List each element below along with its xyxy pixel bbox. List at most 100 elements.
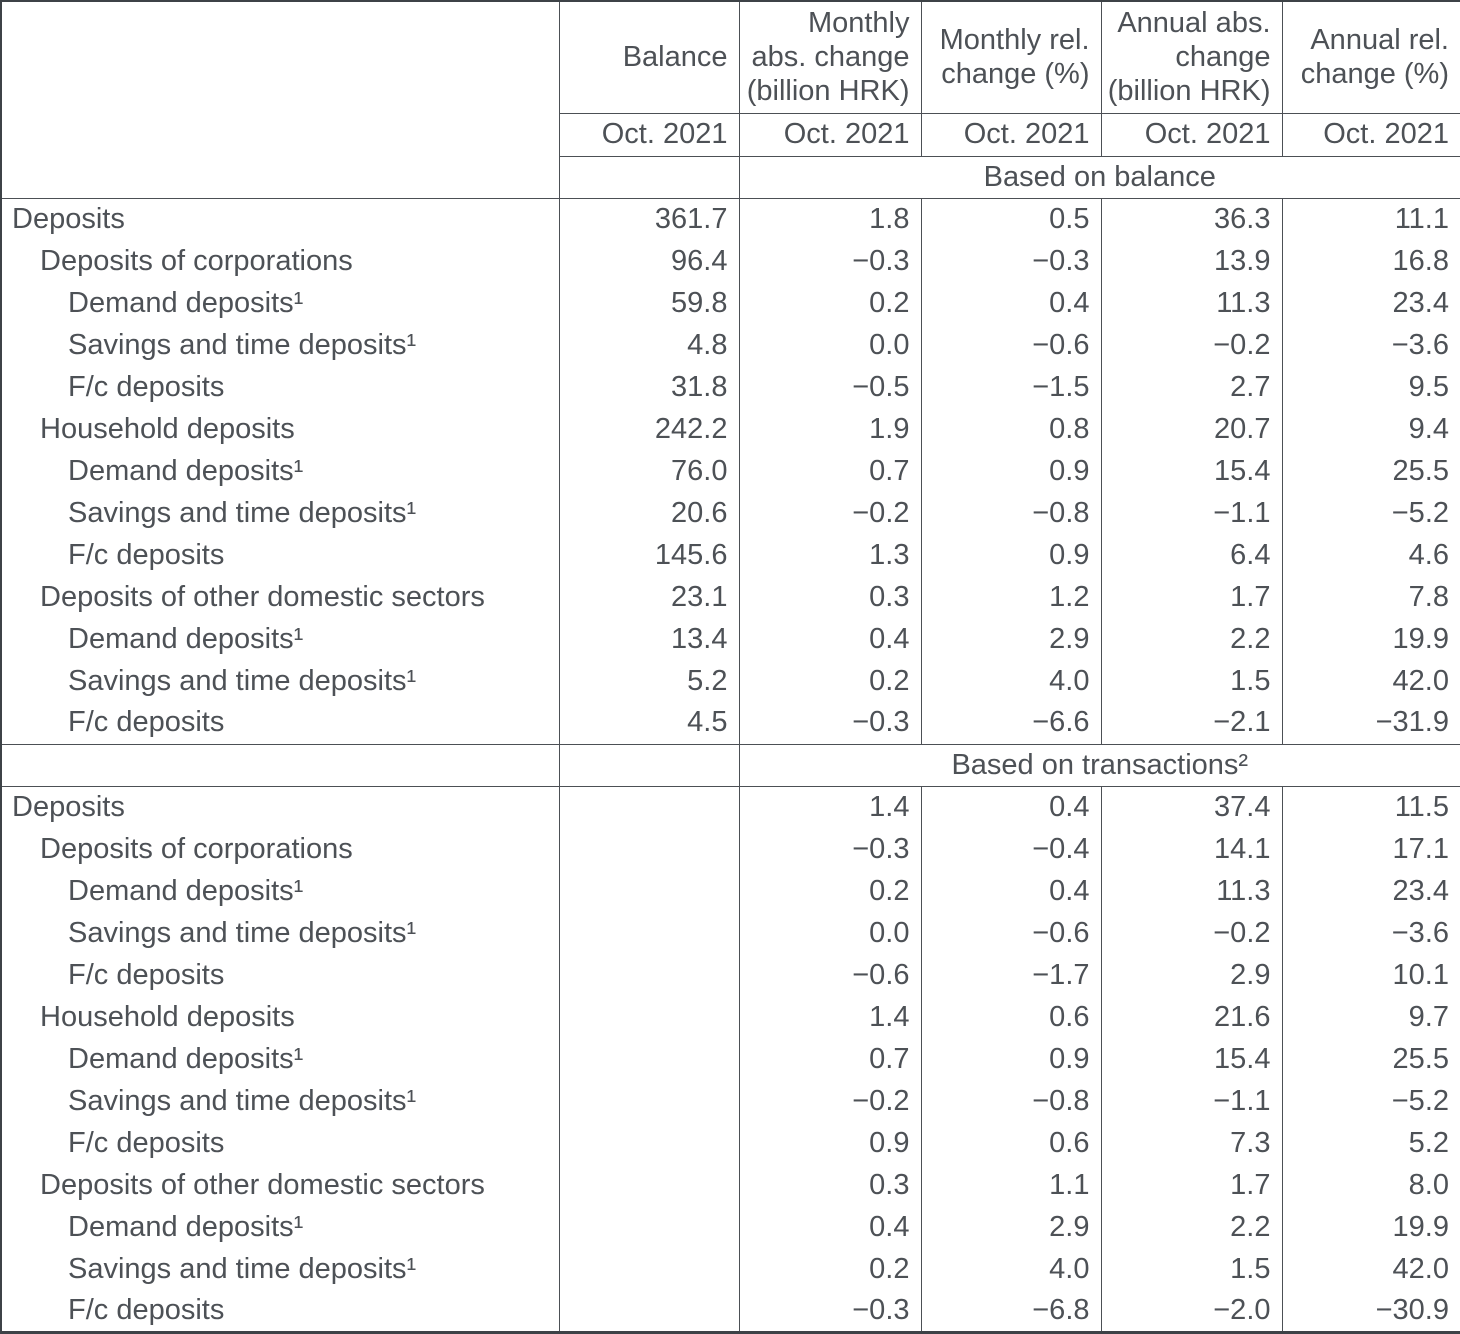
cell-balance xyxy=(558,996,739,1039)
table-row: Deposits of other domestic sectors 0.3 1… xyxy=(1,1164,1460,1207)
table-row: F/c deposits 31.8 −0.5 −1.5 2.7 9.5 xyxy=(1,366,1460,409)
cell-annual-abs-change: 11.3 xyxy=(1100,282,1282,325)
cell-annual-abs-change: −0.2 xyxy=(1100,324,1282,367)
section-stub-label-col xyxy=(1,743,559,787)
cell-balance xyxy=(558,912,739,955)
period-cell-balance: Oct. 2021 xyxy=(558,113,739,157)
cell-balance: 76.0 xyxy=(558,450,739,493)
cell-annual-abs-change: 14.1 xyxy=(1100,828,1282,871)
cell-monthly-rel-change: 0.6 xyxy=(920,996,1101,1039)
section-stub-balance-col xyxy=(558,743,739,787)
cell-monthly-rel-change: 0.4 xyxy=(920,870,1101,913)
cell-monthly-rel-change: −0.6 xyxy=(920,912,1101,955)
cell-annual-abs-change: 1.5 xyxy=(1100,660,1282,703)
cell-annual-abs-change: 15.4 xyxy=(1100,450,1282,493)
col-header-line: change (%) xyxy=(941,58,1090,91)
row-label: F/c deposits xyxy=(68,1126,225,1159)
table-row: F/c deposits 0.9 0.6 7.3 5.2 xyxy=(1,1122,1460,1165)
table-row: Demand deposits¹ 0.7 0.9 15.4 25.5 xyxy=(1,1038,1460,1081)
cell-monthly-abs-change: −0.3 xyxy=(738,828,921,871)
row-label: F/c deposits xyxy=(68,1294,225,1327)
cell-balance: 4.5 xyxy=(558,702,739,745)
table-row: Demand deposits¹ 13.4 0.4 2.9 2.2 19.9 xyxy=(1,618,1460,661)
col-header-monthly-abs-change: Monthly abs. change (billion HRK) xyxy=(738,1,921,114)
cell-monthly-abs-change: 0.4 xyxy=(738,618,921,661)
section-label: Based on balance xyxy=(738,156,1460,199)
cell-monthly-rel-change: 0.6 xyxy=(920,1122,1101,1165)
col-header-monthly-rel-change: Monthly rel. change (%) xyxy=(920,1,1101,114)
cell-annual-abs-change: −2.1 xyxy=(1100,702,1282,745)
cell-monthly-rel-change: −0.8 xyxy=(920,1080,1101,1123)
cell-annual-rel-change: 10.1 xyxy=(1281,954,1460,997)
table-row: Deposits of corporations 96.4 −0.3 −0.3 … xyxy=(1,240,1460,283)
cell-monthly-abs-change: −0.5 xyxy=(738,366,921,409)
col-header-line: change (%) xyxy=(1300,58,1449,91)
cell-monthly-abs-change: −0.3 xyxy=(738,1290,921,1333)
cell-monthly-abs-change: −0.3 xyxy=(738,702,921,745)
cell-monthly-rel-change: −1.7 xyxy=(920,954,1101,997)
cell-annual-rel-change: 7.8 xyxy=(1281,576,1460,619)
col-header-annual-rel-change: Annual rel. change (%) xyxy=(1281,1,1460,114)
cell-annual-rel-change: 11.5 xyxy=(1281,786,1460,829)
row-label: F/c deposits xyxy=(68,706,225,739)
cell-monthly-rel-change: 0.4 xyxy=(920,282,1101,325)
cell-annual-abs-change: 11.3 xyxy=(1100,870,1282,913)
col-header-line: (billion HRK) xyxy=(746,75,910,108)
cell-monthly-rel-change: −0.8 xyxy=(920,492,1101,535)
row-label: Demand deposits¹ xyxy=(68,1210,304,1243)
cell-balance xyxy=(558,1206,739,1249)
cell-annual-rel-change: 9.4 xyxy=(1281,408,1460,451)
cell-annual-abs-change: 2.2 xyxy=(1100,618,1282,661)
table-row: F/c deposits 4.5 −0.3 −6.6 −2.1 −31.9 xyxy=(1,702,1460,745)
cell-annual-abs-change: 1.7 xyxy=(1100,576,1282,619)
cell-annual-rel-change: 23.4 xyxy=(1281,870,1460,913)
col-header-line: Monthly rel. xyxy=(939,24,1090,57)
cell-monthly-abs-change: 1.4 xyxy=(738,996,921,1039)
cell-monthly-abs-change: −0.2 xyxy=(738,492,921,535)
cell-annual-rel-change: 42.0 xyxy=(1281,660,1460,703)
cell-monthly-rel-change: −0.4 xyxy=(920,828,1101,871)
cell-annual-abs-change: 37.4 xyxy=(1100,786,1282,829)
cell-balance: 242.2 xyxy=(558,408,739,451)
table-row: F/c deposits −0.3 −6.8 −2.0 −30.9 xyxy=(1,1290,1460,1333)
cell-balance: 361.7 xyxy=(558,198,739,241)
cell-monthly-abs-change: 0.4 xyxy=(738,1206,921,1249)
cell-balance: 4.8 xyxy=(558,324,739,367)
cell-monthly-rel-change: −0.6 xyxy=(920,324,1101,367)
cell-annual-abs-change: −0.2 xyxy=(1100,912,1282,955)
period-cell-monthly-rel: Oct. 2021 xyxy=(920,113,1101,157)
cell-balance xyxy=(558,1080,739,1123)
cell-balance xyxy=(558,1248,739,1291)
cell-balance xyxy=(558,828,739,871)
cell-monthly-rel-change: 4.0 xyxy=(920,660,1101,703)
cell-monthly-rel-change: 4.0 xyxy=(920,1248,1101,1291)
cell-annual-rel-change: −31.9 xyxy=(1281,702,1460,745)
cell-balance: 31.8 xyxy=(558,366,739,409)
cell-annual-abs-change: 6.4 xyxy=(1100,534,1282,577)
row-label: Savings and time deposits¹ xyxy=(68,664,417,697)
cell-annual-abs-change: 1.5 xyxy=(1100,1248,1282,1291)
cell-annual-rel-change: 42.0 xyxy=(1281,1248,1460,1291)
cell-monthly-abs-change: 1.4 xyxy=(738,786,921,829)
section-stub-label-col xyxy=(1,156,559,199)
table-row: Deposits of corporations −0.3 −0.4 14.1 … xyxy=(1,828,1460,871)
cell-annual-rel-change: −5.2 xyxy=(1281,1080,1460,1123)
row-label: Demand deposits¹ xyxy=(68,454,304,487)
cell-annual-rel-change: 9.7 xyxy=(1281,996,1460,1039)
cell-annual-rel-change: 8.0 xyxy=(1281,1164,1460,1207)
cell-monthly-abs-change: 1.8 xyxy=(738,198,921,241)
cell-balance xyxy=(558,870,739,913)
table-row: F/c deposits 145.6 1.3 0.9 6.4 4.6 xyxy=(1,534,1460,577)
cell-annual-rel-change: −30.9 xyxy=(1281,1290,1460,1333)
cell-monthly-rel-change: 0.8 xyxy=(920,408,1101,451)
row-label: Household deposits xyxy=(40,412,295,445)
row-label: Deposits of other domestic sectors xyxy=(40,580,485,613)
cell-monthly-abs-change: 0.2 xyxy=(738,870,921,913)
cell-annual-rel-change: 9.5 xyxy=(1281,366,1460,409)
cell-monthly-abs-change: −0.2 xyxy=(738,1080,921,1123)
cell-monthly-abs-change: 0.9 xyxy=(738,1122,921,1165)
row-label: Demand deposits¹ xyxy=(68,1042,304,1075)
cell-annual-abs-change: 36.3 xyxy=(1100,198,1282,241)
table-row: Demand deposits¹ 76.0 0.7 0.9 15.4 25.5 xyxy=(1,450,1460,493)
cell-annual-rel-change: 25.5 xyxy=(1281,1038,1460,1081)
